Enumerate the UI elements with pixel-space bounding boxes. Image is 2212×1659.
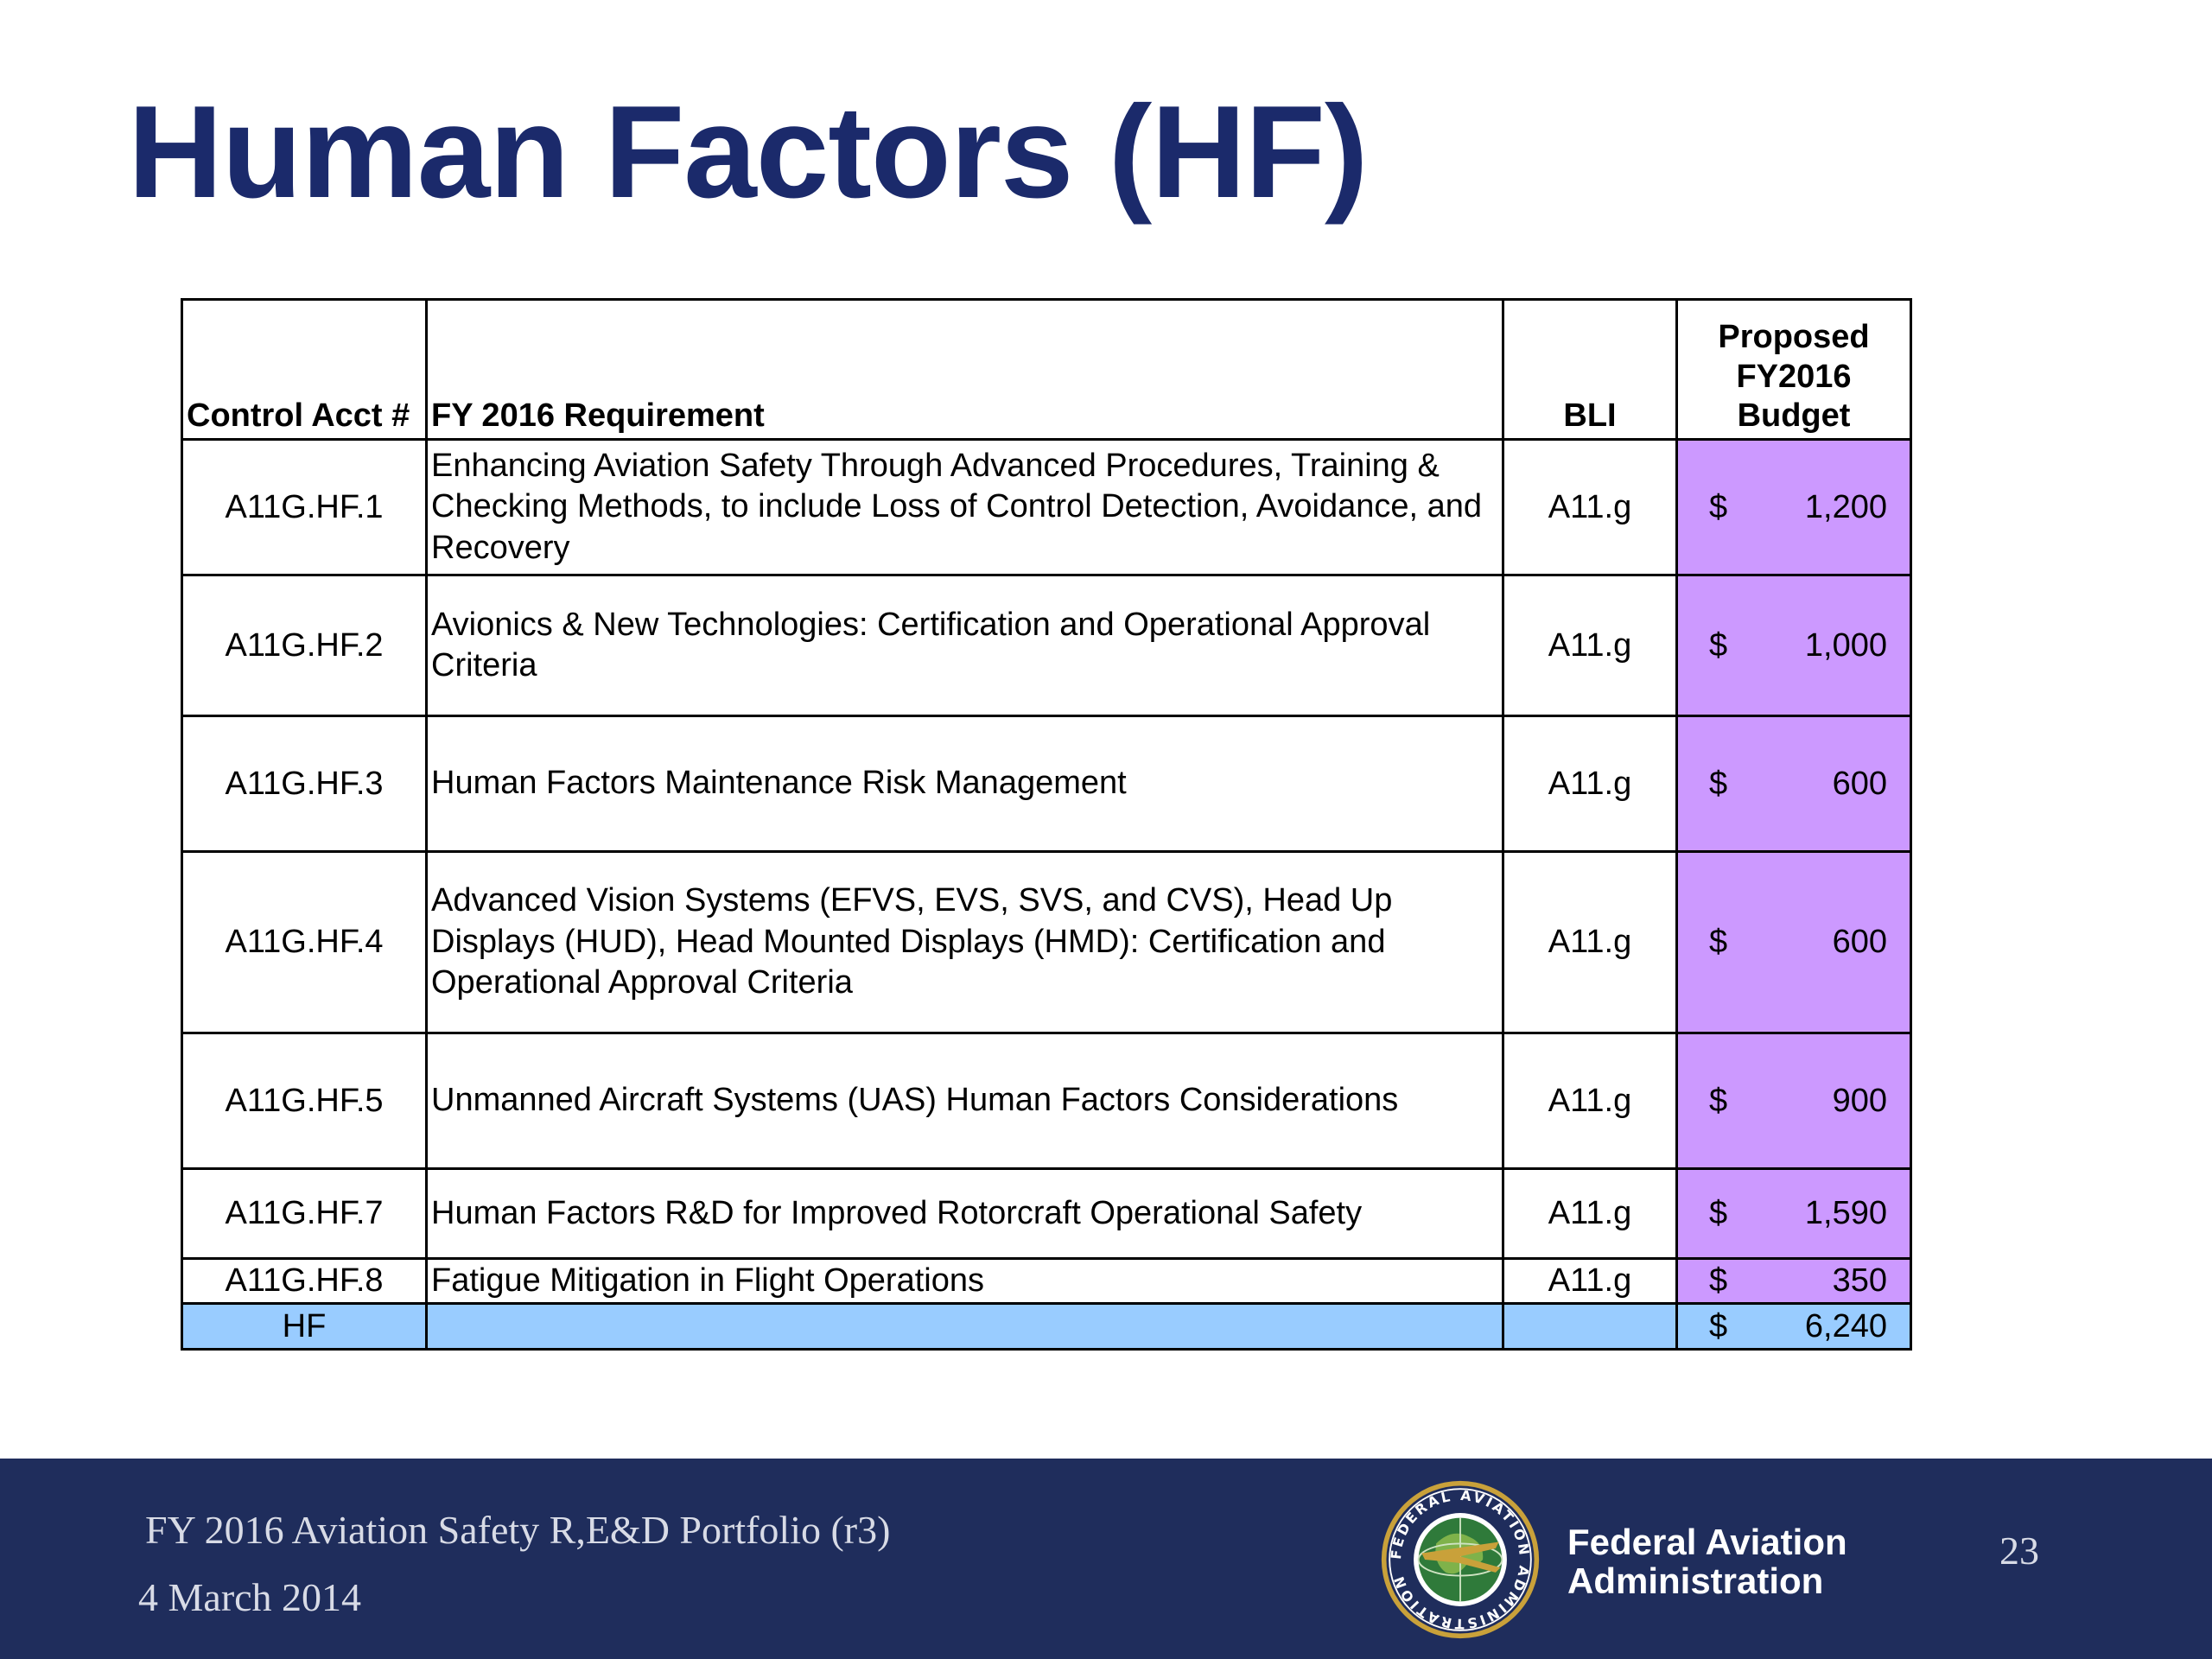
header-requirement: FY 2016 Requirement	[425, 298, 1504, 441]
header-budget-line1: Proposed	[1718, 319, 1870, 356]
currency-symbol: $	[1709, 1195, 1728, 1231]
cell-bli: A11.g	[1502, 850, 1678, 1034]
total-empty-requirement	[425, 1302, 1504, 1351]
cell-acct: A11G.HF.5	[181, 1032, 428, 1170]
cell-budget: $1,200	[1675, 438, 1912, 576]
budget-amount: 1,200	[1804, 488, 1887, 525]
faa-seal-icon: FEDERAL AVIATION ADMINISTRATION	[1381, 1480, 1540, 1639]
table-row: A11G.HF.5 Unmanned Aircraft Systems (UAS…	[181, 1032, 1912, 1170]
total-amount: 6,240	[1804, 1307, 1887, 1344]
currency-symbol: $	[1709, 1307, 1728, 1344]
table-row: A11G.HF.7 Human Factors R&D for Improved…	[181, 1167, 1912, 1260]
slide-title: Human Factors (HF)	[128, 79, 1369, 226]
cell-requirement: Advanced Vision Systems (EFVS, EVS, SVS,…	[425, 850, 1504, 1034]
budget-amount: 1,000	[1804, 626, 1887, 664]
budget-amount: 600	[1832, 765, 1887, 802]
table-row: A11G.HF.1 Enhancing Aviation Safety Thro…	[181, 438, 1912, 576]
cell-requirement: Human Factors R&D for Improved Rotorcraf…	[425, 1167, 1504, 1260]
footer-date: 4 March 2014	[138, 1575, 362, 1619]
table-total-row: HF $6,240	[181, 1302, 1912, 1351]
currency-symbol: $	[1709, 488, 1728, 525]
cell-requirement: Avionics & New Technologies: Certificati…	[425, 574, 1504, 717]
cell-requirement: Enhancing Aviation Safety Through Advanc…	[425, 438, 1504, 576]
budget-amount: 350	[1832, 1262, 1887, 1299]
currency-symbol: $	[1709, 626, 1728, 664]
cell-requirement: Unmanned Aircraft Systems (UAS) Human Fa…	[425, 1032, 1504, 1170]
agency-line2: Administration	[1567, 1560, 1824, 1602]
cell-budget: $1,000	[1675, 574, 1912, 717]
cell-bli: A11.g	[1502, 715, 1678, 853]
budget-table: Control Acct # FY 2016 Requirement BLI P…	[181, 298, 1912, 1351]
cell-acct: A11G.HF.1	[181, 438, 428, 576]
cell-acct: A11G.HF.4	[181, 850, 428, 1034]
page-number: 23	[1999, 1529, 2039, 1573]
agency-name: Federal Aviation Administration	[1567, 1522, 1847, 1601]
table-row: A11G.HF.2 Avionics & New Technologies: C…	[181, 574, 1912, 717]
cell-requirement: Human Factors Maintenance Risk Managemen…	[425, 715, 1504, 853]
cell-bli: A11.g	[1502, 1167, 1678, 1260]
cell-bli: A11.g	[1502, 438, 1678, 576]
table-row: A11G.HF.4 Advanced Vision Systems (EFVS,…	[181, 850, 1912, 1034]
budget-amount: 600	[1832, 924, 1887, 960]
currency-symbol: $	[1709, 924, 1728, 960]
cell-acct: A11G.HF.2	[181, 574, 428, 717]
cell-bli: A11.g	[1502, 1257, 1678, 1305]
currency-symbol: $	[1709, 1262, 1728, 1299]
header-control-acct: Control Acct #	[181, 298, 428, 441]
cell-requirement: Fatigue Mitigation in Flight Operations	[425, 1257, 1504, 1305]
currency-symbol: $	[1709, 765, 1728, 802]
table-header-row: Control Acct # FY 2016 Requirement BLI P…	[181, 298, 1912, 441]
budget-amount: 1,590	[1804, 1195, 1887, 1231]
footer-bar	[0, 1459, 2212, 1659]
cell-bli: A11.g	[1502, 574, 1678, 717]
total-label: HF	[181, 1302, 428, 1351]
cell-budget: $900	[1675, 1032, 1912, 1170]
cell-budget: $1,590	[1675, 1167, 1912, 1260]
footer-portfolio-title: FY 2016 Aviation Safety R,E&D Portfolio …	[145, 1508, 891, 1552]
table-row: A11G.HF.8 Fatigue Mitigation in Flight O…	[181, 1257, 1912, 1305]
currency-symbol: $	[1709, 1082, 1728, 1119]
agency-line1: Federal Aviation	[1567, 1522, 1847, 1562]
header-proposed-budget: Proposed FY2016 Budget	[1675, 298, 1912, 441]
cell-acct: A11G.HF.8	[181, 1257, 428, 1305]
header-budget-line3: Budget	[1737, 397, 1851, 435]
cell-acct: A11G.HF.3	[181, 715, 428, 853]
total-budget: $6,240	[1675, 1302, 1912, 1351]
header-bli: BLI	[1502, 298, 1678, 441]
cell-budget: $600	[1675, 715, 1912, 853]
cell-budget: $350	[1675, 1257, 1912, 1305]
total-empty-bli	[1502, 1302, 1678, 1351]
cell-budget: $600	[1675, 850, 1912, 1034]
budget-amount: 900	[1832, 1082, 1887, 1119]
table-row: A11G.HF.3 Human Factors Maintenance Risk…	[181, 715, 1912, 853]
cell-bli: A11.g	[1502, 1032, 1678, 1170]
cell-acct: A11G.HF.7	[181, 1167, 428, 1260]
header-budget-line2: FY2016	[1736, 358, 1852, 395]
